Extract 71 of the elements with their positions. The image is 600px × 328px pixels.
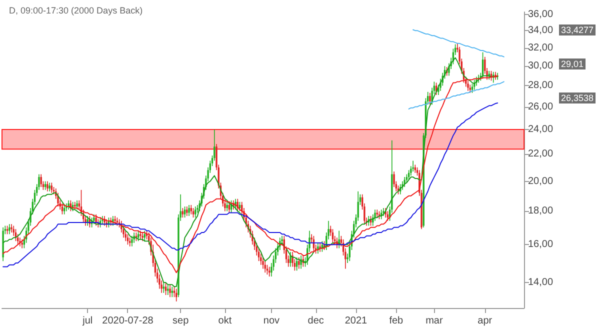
y-tick-label: 20,00 <box>528 176 554 187</box>
candlestick <box>57 192 59 207</box>
candlestick <box>404 176 406 188</box>
y-tick-label: 22,00 <box>528 148 554 160</box>
y-tick-label: 28,00 <box>528 80 554 92</box>
candlestick <box>68 200 70 210</box>
candlestick <box>292 251 294 268</box>
candlestick <box>290 251 292 268</box>
candlestick <box>266 264 268 275</box>
candlestick <box>167 284 169 296</box>
line-series <box>408 81 504 110</box>
candlestick <box>226 201 228 212</box>
candlestick <box>196 204 198 214</box>
text: 33,4277 <box>561 25 594 35</box>
candlestick <box>192 208 194 218</box>
text: 29,01 <box>561 59 584 69</box>
candlestick <box>262 256 264 270</box>
candlestick <box>224 200 226 212</box>
y-tick-label: 30,00 <box>528 60 554 72</box>
candlestick <box>296 256 298 272</box>
y-tick-label: 14,00 <box>528 277 554 288</box>
candlestick <box>10 224 12 233</box>
candlestick <box>412 160 414 172</box>
candlestick <box>122 225 124 238</box>
y-tick-label: 26,00 <box>528 101 554 112</box>
x-tick-label: apr <box>478 316 493 326</box>
candlestick <box>131 235 133 247</box>
candlestick <box>50 182 53 194</box>
text: 26,3538 <box>561 93 594 103</box>
y-tick-label: 24,00 <box>528 124 554 135</box>
x-tick-label: jul <box>82 316 93 326</box>
x-tick-label: okt <box>218 316 232 326</box>
candlestick <box>76 200 78 210</box>
candlestick <box>46 180 48 192</box>
candlestick <box>182 208 184 218</box>
candlestick <box>129 237 131 247</box>
candlestick <box>300 255 302 270</box>
candlestick <box>298 256 300 270</box>
y-tick-label: 36,00 <box>528 8 554 20</box>
x-tick-label: 2021 <box>344 316 368 326</box>
line-series <box>412 29 504 58</box>
candlestick <box>93 214 95 224</box>
candlestick <box>137 230 140 242</box>
x-tick-label: 2020-07-28 <box>102 316 154 326</box>
candlestick <box>188 204 190 216</box>
candlestick <box>169 284 171 298</box>
x-tick-label: sep <box>172 316 190 326</box>
candlestick <box>164 282 167 296</box>
candlestick <box>268 266 270 277</box>
y-tick-label: 34,00 <box>528 25 554 36</box>
x-tick-label: feb <box>389 316 404 326</box>
candlestick <box>429 92 431 105</box>
candlestick <box>86 216 88 226</box>
candlestick <box>467 80 469 92</box>
candlestick <box>393 171 395 188</box>
candlestick <box>95 214 97 226</box>
candlestick <box>186 206 188 216</box>
candlestick <box>194 206 196 218</box>
x-tick-label: dec <box>308 316 324 326</box>
candlestick <box>471 83 474 94</box>
x-tick-label: mar <box>426 316 444 326</box>
candlestick <box>144 230 146 242</box>
candlestick <box>184 206 186 218</box>
y-tick-label: 32,00 <box>528 42 554 54</box>
x-tick-label: nov <box>263 316 280 326</box>
candlestick <box>124 230 126 242</box>
chart-title: D, 09:00-17:30 (2000 Days Back) <box>9 6 143 16</box>
candlestick <box>8 224 10 235</box>
line-series <box>2 102 498 268</box>
y-tick-label: 16,00 <box>528 239 554 250</box>
y-tick-label: 18,00 <box>528 206 554 217</box>
